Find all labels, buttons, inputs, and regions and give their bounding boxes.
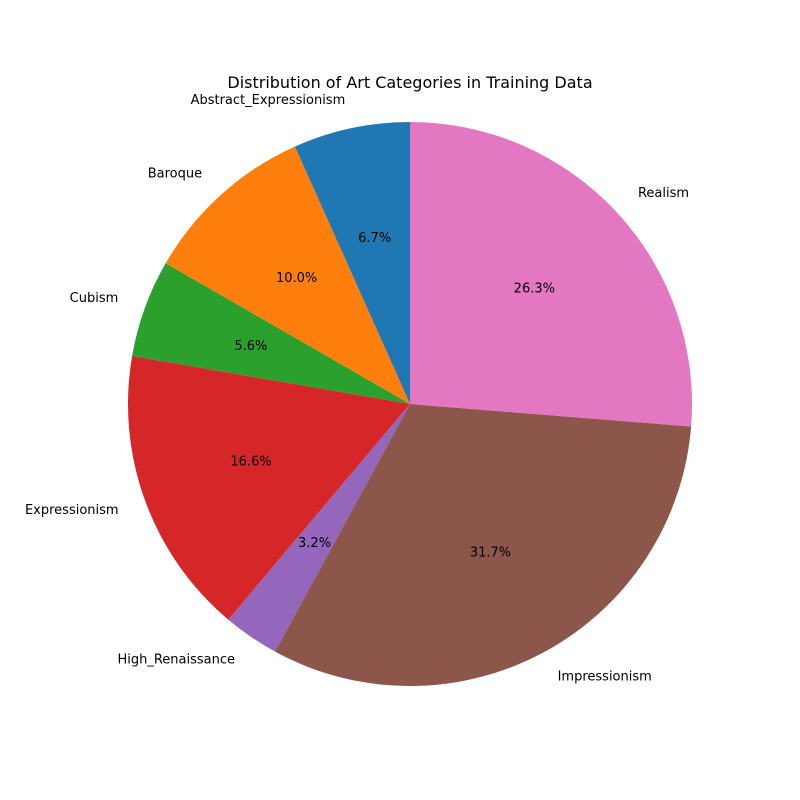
- pie-slice-cubism: [132, 263, 410, 404]
- slice-label-impressionism: Impressionism: [558, 669, 652, 684]
- slice-label-baroque: Baroque: [148, 166, 202, 181]
- pie-slice-baroque: [165, 146, 410, 405]
- slice-percent-baroque: 10.0%: [276, 271, 317, 286]
- pie-slice-abstract-expressionism: [294, 122, 410, 404]
- slice-percent-abstract-expressionism: 6.7%: [358, 231, 391, 246]
- slice-percent-cubism: 5.6%: [234, 339, 267, 354]
- slice-percent-labels: 6.7% 10.0% 5.6% 16.6% 3.2% 31.7% 26.3%: [230, 231, 555, 560]
- slice-percent-expressionism: 16.6%: [230, 455, 271, 470]
- pie-slice-impressionism: [275, 404, 692, 687]
- slice-label-cubism: Cubism: [70, 291, 119, 306]
- slice-percent-impressionism: 31.7%: [470, 545, 511, 560]
- slice-percent-high-renaissance: 3.2%: [298, 536, 331, 551]
- slice-labels: Abstract_Expressionism Baroque Cubism Expre…: [25, 93, 689, 684]
- chart-title: Distribution of Art Categories in Traini…: [227, 73, 592, 92]
- slice-label-high-renaissance: High_Renaissance: [117, 653, 235, 668]
- pie-slice-realism: [410, 122, 693, 427]
- slice-label-abstract-expressionism: Abstract_Expressionism: [191, 93, 346, 108]
- slice-label-realism: Realism: [638, 186, 689, 201]
- pie-slice-expressionism: [128, 355, 410, 620]
- slice-label-expressionism: Expressionism: [25, 503, 119, 518]
- pie-slices: [128, 122, 693, 687]
- pie-slice-high-renaissance: [228, 404, 410, 652]
- slice-percent-realism: 26.3%: [514, 282, 555, 297]
